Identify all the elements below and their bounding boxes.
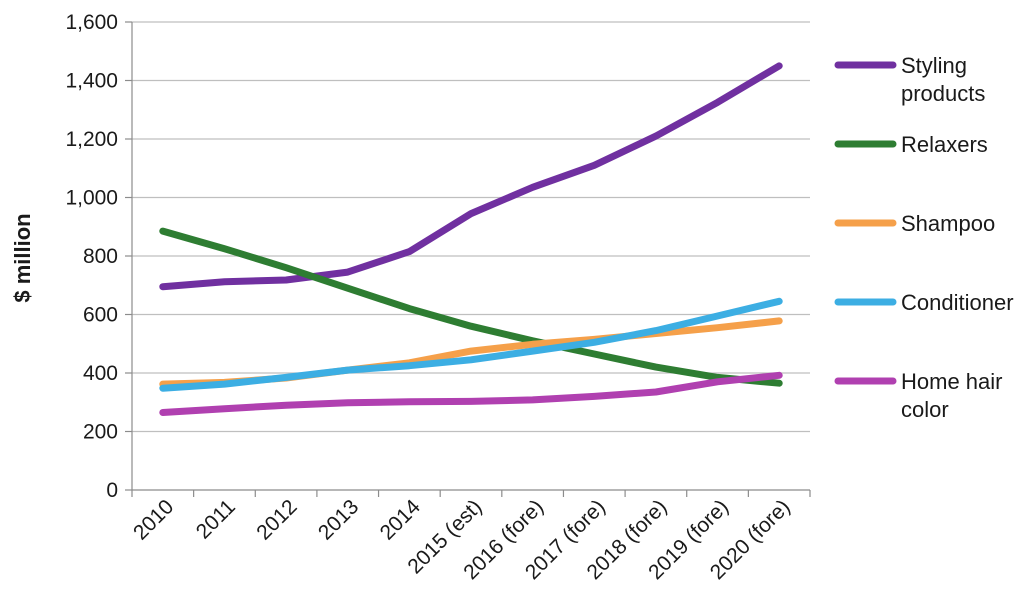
legend-item: Conditioner	[834, 290, 1014, 315]
series-line-home-hair-color	[159, 371, 783, 416]
y-tick-label: 1,200	[65, 128, 118, 151]
y-tick-label: 0	[106, 479, 118, 502]
gridlines	[132, 21, 810, 433]
y-tick-label: 1,000	[65, 187, 118, 210]
legend-item: Relaxers	[834, 132, 988, 157]
x-tick-label: 2011	[192, 495, 240, 543]
y-tick-label: 1,600	[65, 11, 118, 34]
y-axis: 0 200 400 600 800 1,000 1,200 1,400 1,600	[65, 11, 133, 502]
x-tick-label: 2010	[129, 495, 178, 544]
legend-label: Home hair	[901, 369, 1002, 394]
x-tick-label: 2013	[314, 495, 363, 544]
x-tick-label: 2014	[376, 495, 426, 545]
y-tick-label: 1,400	[65, 70, 118, 93]
legend-item: Shampoo	[834, 211, 995, 236]
series-line-conditioner	[159, 297, 783, 392]
legend-label: color	[901, 397, 949, 422]
series-line-relaxers	[159, 227, 783, 387]
y-axis-label: $ million	[10, 213, 35, 302]
y-tick-label: 800	[83, 245, 118, 268]
legend-label: Conditioner	[901, 290, 1014, 315]
legend: Styling products Relaxers Shampoo Conditione…	[834, 53, 1014, 422]
x-tick-label: 2012	[252, 495, 301, 544]
legend-label: Relaxers	[901, 132, 988, 157]
series-line-styling-products	[159, 62, 783, 291]
legend-label: Shampoo	[901, 211, 995, 236]
series-lines	[159, 62, 783, 416]
legend-label: Styling	[901, 53, 967, 78]
legend-item: Home hair color	[834, 369, 1002, 422]
legend-item: Styling products	[834, 53, 985, 106]
y-tick-label: 200	[83, 421, 118, 444]
legend-label: products	[901, 81, 985, 106]
y-tick-label: 600	[83, 304, 118, 327]
y-tick-label: 400	[83, 362, 118, 385]
